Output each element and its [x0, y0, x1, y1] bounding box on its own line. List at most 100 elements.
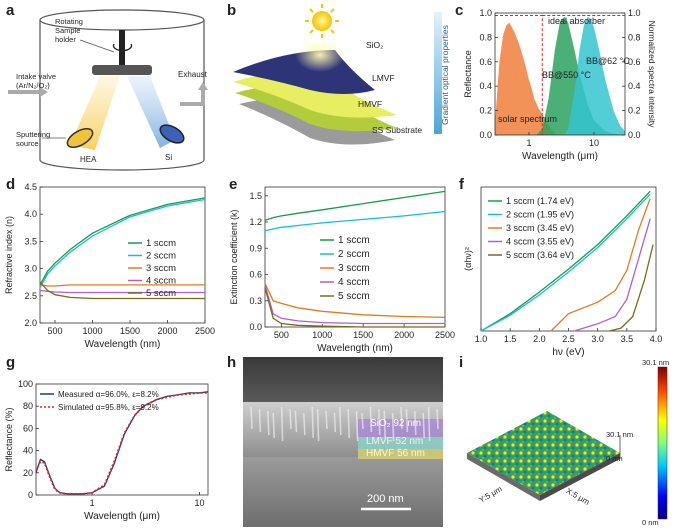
- sem-lmvf-label: LMVF 52 nm: [366, 436, 424, 447]
- f-legend-label-2: 3 sccm (3.45 eV): [506, 223, 574, 233]
- f-xtick-label-5: 3.5: [621, 334, 634, 344]
- c-ytick-label-2: 0.4: [479, 81, 492, 91]
- sem-column-24: [427, 406, 431, 442]
- hea-target: [66, 127, 94, 149]
- intake-arrowhead-icon: [40, 87, 48, 97]
- d-xtick-label-4: 2500: [195, 326, 215, 336]
- colorbar-max-label: 30.1 nm: [642, 358, 670, 367]
- c-area-2: [564, 16, 625, 136]
- sem-columns: [250, 406, 439, 442]
- sem-column-17: [378, 408, 381, 436]
- e-ytick-label-2: 0.6: [249, 270, 262, 280]
- panel-label-b: b: [227, 2, 237, 19]
- e-series-1: [264, 210, 446, 232]
- si-target: [159, 124, 185, 144]
- sample-holder: [92, 65, 152, 75]
- e-xtick-label-1: 1000: [312, 330, 332, 340]
- d-legend-label-3: 4 sccm: [146, 276, 176, 287]
- layer-substrate-label: SS Substrate: [372, 125, 423, 135]
- hmvf-highlight: [358, 449, 443, 459]
- f-series-2: [550, 198, 651, 332]
- d-ytick-label-1: 2.5: [24, 291, 37, 301]
- d-legend-label-4: 5 sccm: [146, 288, 176, 299]
- g-legend-label-0: Measured α=96.0%, ε=8.2%: [58, 390, 159, 399]
- d-legend-label-2: 3 sccm: [146, 263, 176, 274]
- sunlight-glow: [295, 38, 345, 72]
- c-xlabel: Wavelength (μm): [522, 151, 598, 162]
- f-xtick-label-3: 2.5: [562, 334, 575, 344]
- holder-leader: [79, 39, 115, 53]
- g-xtick-label-0: 1: [90, 498, 95, 508]
- sem-column-15: [361, 412, 364, 430]
- sem-column-5: [289, 408, 292, 430]
- colorbar: [657, 366, 668, 520]
- e-legend-label-2: 3 sccm: [338, 263, 370, 274]
- c-xtick-label-0: 1: [526, 138, 531, 148]
- e-xtick-label-3: 2000: [394, 330, 414, 340]
- panel-label-g: g: [6, 354, 16, 371]
- c-annotation-2: BB@62 °C: [586, 56, 630, 66]
- g-xtick-label-1: 10: [194, 498, 204, 508]
- layer-lmvf-label: LMVF: [372, 73, 395, 83]
- intake-valve-label: Intake valve (Ar/N₂/O₂): [16, 72, 57, 90]
- panel-b-structure: [233, 4, 442, 145]
- d-series-0: [39, 197, 206, 286]
- f-series-1: [480, 193, 651, 332]
- panel-label-f: f: [459, 176, 464, 193]
- c-xtick-label-1: 10: [589, 138, 599, 148]
- f-series-0: [480, 190, 651, 332]
- panel-label-a: a: [6, 2, 15, 19]
- sem-column-25: [436, 408, 439, 430]
- e-series-2: [264, 283, 446, 319]
- afm-side-right: [540, 453, 620, 501]
- sem-column-1: [258, 408, 262, 433]
- z-top-label: 30.1 nm: [606, 430, 634, 439]
- f-xtick-label-4: 3.0: [591, 334, 604, 344]
- panel-i-afm: [467, 366, 668, 520]
- d-xlabel: Wavelength (nm): [85, 339, 161, 350]
- e-ytick-label-5: 1.5: [249, 191, 262, 201]
- gradient-bar: [434, 12, 442, 134]
- rotation-arrow-icon: [112, 43, 133, 52]
- g-ytick-label-1: 20: [23, 468, 33, 478]
- d-ytick-label-0: 2.0: [24, 318, 37, 328]
- d-frame: [39, 186, 206, 324]
- c-y2tick-label-2: 0.4: [628, 81, 641, 91]
- e-ytick-label-1: 0.3: [249, 296, 262, 306]
- c-y2tick-label-0: 0.0: [628, 130, 641, 140]
- f-xtick-label-1: 1.5: [504, 334, 517, 344]
- layer-hmvf-label: HMVF: [358, 99, 383, 109]
- exhaust-label: Exhaust: [178, 70, 207, 79]
- sem-column-2: [267, 410, 270, 436]
- g-ytick-label-3: 60: [23, 423, 33, 433]
- z-bottom-label: 0 nm: [606, 454, 623, 463]
- layer-sio2-label: SiO₂: [366, 40, 384, 50]
- c-ytick-label-0: 0.0: [479, 130, 492, 140]
- d-series-1: [39, 198, 206, 288]
- sun-icon: [305, 4, 339, 38]
- d-series-3: [39, 289, 205, 294]
- d-legend-label-1: 2 sccm: [146, 251, 176, 262]
- d-ytick-label-2: 3.0: [24, 264, 37, 274]
- e-xtick-label-0: 500: [274, 330, 289, 340]
- holder-shaft: [119, 30, 125, 65]
- g-ytick-label-0: 0: [28, 490, 33, 500]
- c-ytick-label-4: 0.8: [479, 32, 492, 42]
- e-xtick-label-2: 1500: [353, 330, 373, 340]
- g-frame: [35, 383, 209, 496]
- e-ytick-label-4: 1.2: [249, 217, 262, 227]
- f-ylabel: (αhν)²: [463, 247, 473, 271]
- c-annotation-3: solar spectrum: [498, 114, 557, 124]
- panel-label-c: c: [455, 2, 464, 19]
- d-xtick-label-1: 1000: [82, 326, 102, 336]
- d-ytick-label-5: 4.5: [24, 182, 37, 192]
- panel-label-i: i: [459, 354, 464, 371]
- sem-column-23: [422, 412, 425, 439]
- e-series-3: [264, 284, 445, 325]
- g-series-1: [35, 391, 208, 495]
- f-legend-label-0: 1 sccm (1.74 eV): [506, 196, 574, 206]
- e-ylabel: Extinction coefficient (k): [229, 210, 239, 305]
- c-ytick-label-5: 1.0: [479, 8, 492, 18]
- sem-column-9: [316, 408, 320, 442]
